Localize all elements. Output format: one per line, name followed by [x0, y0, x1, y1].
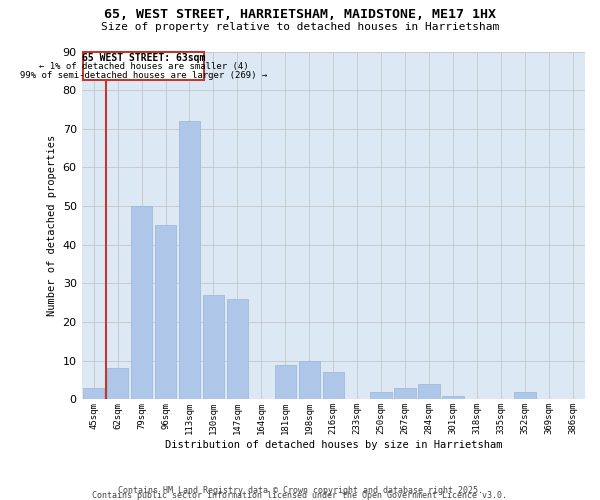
Bar: [514, 392, 536, 400]
X-axis label: Distribution of detached houses by size in Harrietsham: Distribution of detached houses by size …: [164, 440, 502, 450]
Bar: [275, 364, 296, 400]
Bar: [323, 372, 344, 400]
Text: 99% of semi-detached houses are larger (269) →: 99% of semi-detached houses are larger (…: [20, 71, 267, 80]
Bar: [442, 396, 464, 400]
Bar: [155, 226, 176, 400]
Text: Contains HM Land Registry data © Crown copyright and database right 2025.: Contains HM Land Registry data © Crown c…: [118, 486, 482, 495]
FancyBboxPatch shape: [83, 52, 204, 80]
Bar: [394, 388, 416, 400]
Bar: [203, 295, 224, 400]
Text: Contains public sector information licensed under the Open Government Licence v3: Contains public sector information licen…: [92, 491, 508, 500]
Text: 65, WEST STREET, HARRIETSHAM, MAIDSTONE, ME17 1HX: 65, WEST STREET, HARRIETSHAM, MAIDSTONE,…: [104, 8, 496, 20]
Text: Size of property relative to detached houses in Harrietsham: Size of property relative to detached ho…: [101, 22, 499, 32]
Bar: [299, 361, 320, 400]
Text: 65 WEST STREET: 63sqm: 65 WEST STREET: 63sqm: [82, 54, 205, 64]
Bar: [370, 392, 392, 400]
Bar: [227, 299, 248, 400]
Bar: [131, 206, 152, 400]
Bar: [418, 384, 440, 400]
Y-axis label: Number of detached properties: Number of detached properties: [47, 135, 57, 316]
Bar: [179, 121, 200, 400]
Bar: [107, 368, 128, 400]
Text: ← 1% of detached houses are smaller (4): ← 1% of detached houses are smaller (4): [38, 62, 248, 72]
Bar: [83, 388, 104, 400]
